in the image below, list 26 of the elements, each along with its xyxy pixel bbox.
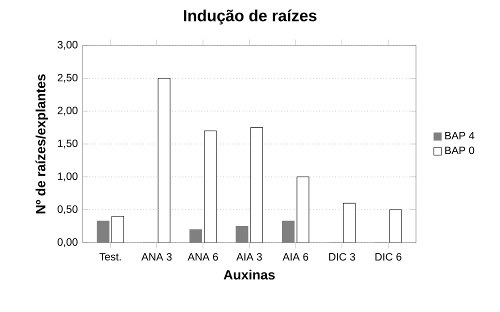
y-tick-label: 0,00	[58, 238, 78, 248]
legend-label: BAP 4	[445, 132, 474, 140]
legend-label: BAP 0	[445, 146, 474, 154]
x-tick-label: ANA 6	[188, 253, 218, 261]
y-tick-label: 0,50	[58, 205, 78, 214]
bar	[342, 202, 356, 243]
x-tick-label: DIC 3	[329, 253, 356, 261]
x-tick-label: AIA 3	[236, 253, 262, 261]
chart-title: Indução de raízes	[184, 9, 316, 25]
bar	[112, 216, 124, 243]
y-tick-label: 1,50	[58, 140, 78, 148]
bar	[250, 127, 263, 243]
bar	[204, 130, 217, 243]
x-tick-label: ANA 3	[141, 253, 172, 261]
x-axis-title: Auxinas	[224, 270, 275, 280]
bar	[389, 210, 402, 243]
x-tick-label: AIA 6	[282, 253, 308, 261]
y-tick-label: 2,50	[58, 74, 78, 83]
bar	[158, 78, 170, 243]
y-tick-label: 2,00	[58, 106, 78, 116]
x-tick-label: DIC 6	[375, 253, 402, 261]
x-tick-label: Test.	[99, 253, 121, 261]
y-axis-title: Nº de raízes/explantes	[35, 74, 48, 214]
y-tick-label: 3,00	[58, 40, 78, 50]
y-tick-label: 1,00	[58, 172, 78, 182]
bar	[296, 176, 310, 243]
